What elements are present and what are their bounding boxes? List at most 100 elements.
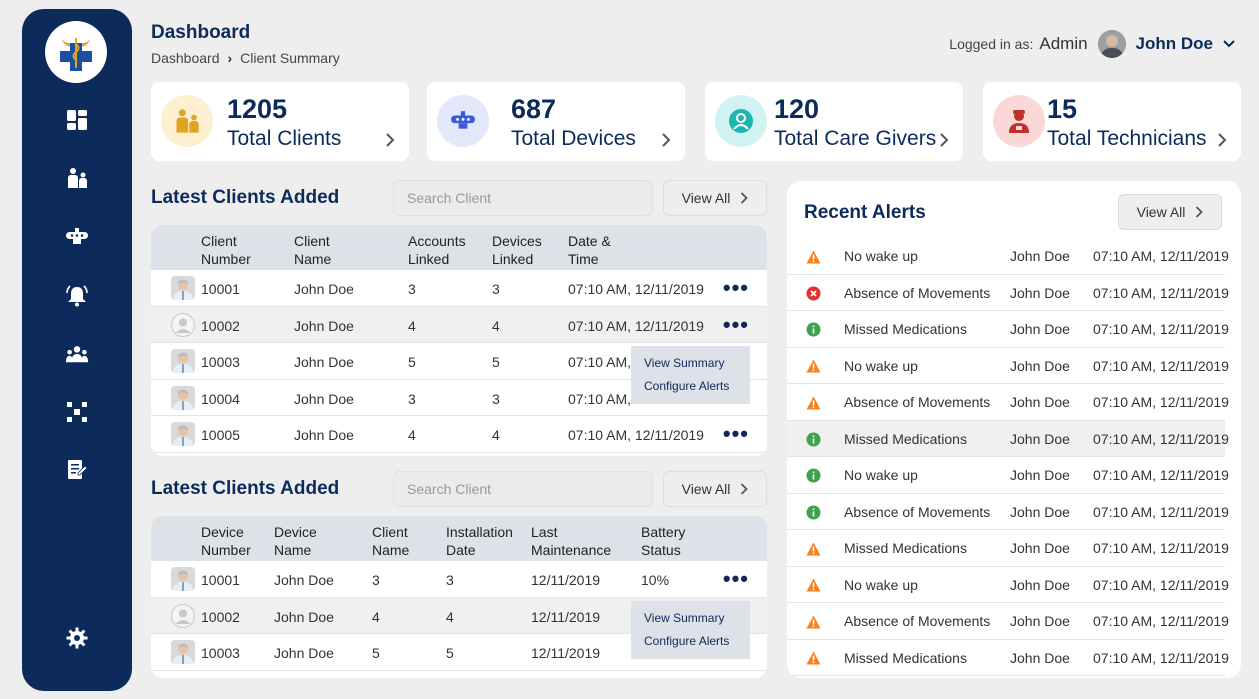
breadcrumb-current: Client Summary bbox=[240, 50, 340, 66]
more-options-icon[interactable]: ••• bbox=[722, 275, 749, 300]
alert-row[interactable]: Absence of Movements John Doe 07:10 AM, 12… bbox=[787, 494, 1229, 530]
configure-alerts-menu-item[interactable]: Configure Alerts bbox=[644, 379, 730, 393]
table-row[interactable]: 10005 John Doe 4 4 07:10 AM, 12/11/2019 ••• bbox=[151, 416, 767, 453]
chevron-right-icon[interactable] bbox=[385, 132, 395, 153]
alerts-icon[interactable] bbox=[65, 284, 89, 308]
table-cell: 4 bbox=[492, 317, 500, 334]
alert-row[interactable]: Absence of Movements John Doe 07:10 AM, 12… bbox=[787, 275, 1229, 311]
alert-time: 07:10 AM, 12/11/2019 bbox=[1093, 576, 1229, 593]
alert-user: John Doe bbox=[1010, 248, 1070, 264]
more-options-icon[interactable]: ••• bbox=[722, 311, 749, 337]
column-header[interactable]: Device Number bbox=[201, 524, 251, 558]
alert-name: No wake up bbox=[844, 248, 918, 264]
alert-row[interactable]: No wake up John Doe 07:10 AM, 12/11/2019 bbox=[787, 348, 1229, 384]
user-menu[interactable]: Logged in as: Admin John Doe bbox=[949, 30, 1235, 58]
info-icon bbox=[806, 322, 821, 337]
alert-row[interactable]: Missed Medications John Doe 07:10 AM, 12/1… bbox=[787, 640, 1229, 676]
alert-row[interactable]: Missed Medications John Doe 07:10 AM, 12/1… bbox=[787, 530, 1229, 567]
user-avatar[interactable] bbox=[1097, 30, 1126, 58]
warning-icon bbox=[806, 651, 821, 666]
more-options-icon[interactable]: ••• bbox=[722, 421, 749, 446]
table-row[interactable]: 10001 John Doe 3 3 07:10 AM, 12/11/2019 ••• bbox=[151, 270, 767, 307]
clients-view-all-button[interactable]: View All bbox=[663, 180, 767, 216]
view-summary-menu-item[interactable]: View Summary bbox=[644, 356, 725, 370]
table-cell: 10% bbox=[641, 572, 670, 588]
table-cell: John Doe bbox=[274, 608, 334, 625]
breadcrumb-dashboard[interactable]: Dashboard bbox=[151, 50, 220, 66]
app-logo[interactable] bbox=[45, 21, 107, 83]
stat-card-care-givers[interactable]: 120 Total Care Givers bbox=[705, 82, 963, 161]
alert-user: John Doe bbox=[1010, 540, 1070, 556]
user-name[interactable]: John Doe bbox=[1135, 34, 1213, 53]
alert-row[interactable]: No wake up John Doe 07:10 AM, 12/11/2019 bbox=[787, 457, 1229, 494]
devices-icon[interactable] bbox=[65, 225, 89, 249]
device-search-input[interactable] bbox=[393, 471, 653, 507]
table-cell: 4 bbox=[408, 317, 416, 334]
chevron-right-icon bbox=[741, 483, 749, 495]
client-search-input[interactable] bbox=[393, 180, 653, 216]
care-givers-icon[interactable] bbox=[65, 342, 89, 366]
stat-card-devices[interactable]: 687 Total Devices bbox=[427, 82, 685, 161]
more-options-icon[interactable]: ••• bbox=[722, 566, 749, 591]
chevron-right-icon[interactable] bbox=[1217, 132, 1227, 153]
table-cell: 07:10 AM, 12/11/2019 bbox=[568, 281, 704, 297]
table-cell: John Doe bbox=[294, 390, 354, 407]
warning-icon bbox=[806, 249, 821, 264]
alert-user: John Doe bbox=[1010, 576, 1070, 593]
alert-row[interactable]: No wake up John Doe 07:10 AM, 12/11/2019 bbox=[787, 567, 1229, 603]
alert-name: Absence of Movements bbox=[844, 394, 991, 410]
table-row[interactable]: 10001 John Doe 3 3 12/11/2019 10% ••• bbox=[151, 561, 767, 598]
client-avatar bbox=[171, 567, 195, 591]
table-cell: 10002 bbox=[201, 608, 240, 625]
chevron-down-icon[interactable] bbox=[1223, 37, 1235, 51]
alerts-view-all-button[interactable]: View All bbox=[1118, 194, 1222, 230]
devices-stat-icon bbox=[437, 95, 489, 147]
column-header[interactable]: Device Name bbox=[274, 524, 317, 558]
alert-row[interactable]: Absence of Movements John Doe 07:10 AM, 12… bbox=[787, 384, 1229, 421]
clients-icon[interactable] bbox=[65, 166, 89, 190]
table-cell: 3 bbox=[408, 390, 416, 407]
alert-row[interactable]: Missed Medications John Doe 07:10 AM, 12/1… bbox=[787, 420, 1229, 457]
table-cell: 10001 bbox=[201, 572, 240, 588]
column-header[interactable]: Last Maintenance bbox=[531, 524, 612, 558]
alert-time: 07:10 AM, 12/11/2019 bbox=[1093, 649, 1229, 666]
devices-section-title: Latest Clients Added bbox=[151, 478, 340, 499]
stat-card-technicians[interactable]: 15 Total Technicians bbox=[983, 82, 1241, 161]
technicians-icon[interactable] bbox=[65, 400, 89, 424]
row-context-menu: View Summary Configure Alerts bbox=[631, 601, 750, 659]
stat-card-clients[interactable]: 1205 Total Clients bbox=[151, 82, 409, 161]
alert-row[interactable]: Absence of Movements John Doe 07:10 AM, 12… bbox=[787, 603, 1229, 640]
view-all-label: View All bbox=[681, 481, 731, 497]
dashboard-icon[interactable] bbox=[65, 108, 89, 132]
configure-alerts-menu-item[interactable]: Configure Alerts bbox=[644, 634, 730, 648]
view-summary-menu-item[interactable]: View Summary bbox=[644, 611, 725, 625]
table-cell: 10005 bbox=[201, 427, 240, 443]
table-row[interactable]: 10002 John Doe 4 4 07:10 AM, 12/11/2019 ••• bbox=[151, 306, 767, 343]
column-header[interactable]: Date & Time bbox=[568, 233, 611, 267]
table-cell: John Doe bbox=[274, 572, 334, 588]
alert-row[interactable]: No wake up John Doe 07:10 AM, 12/11/2019 bbox=[787, 238, 1229, 275]
table-cell: 4 bbox=[372, 608, 380, 625]
column-header[interactable]: Client Name bbox=[372, 524, 410, 558]
stat-label-clients: Total Clients bbox=[227, 127, 342, 150]
settings-icon[interactable] bbox=[65, 626, 89, 650]
warning-icon bbox=[806, 578, 821, 593]
chevron-right-icon[interactable] bbox=[939, 132, 949, 153]
alert-user: John Doe bbox=[1010, 467, 1070, 483]
info-icon bbox=[806, 432, 821, 447]
table-cell: 5 bbox=[492, 354, 500, 370]
devices-view-all-button[interactable]: View All bbox=[663, 471, 767, 507]
alert-row[interactable]: Missed Medications John Doe 07:10 AM, 12/1… bbox=[787, 311, 1229, 348]
column-header[interactable]: Accounts Linked bbox=[408, 233, 466, 267]
column-header[interactable]: Client Number bbox=[201, 233, 251, 267]
table-cell: 3 bbox=[446, 572, 454, 588]
column-header[interactable]: Client Name bbox=[294, 233, 332, 267]
client-avatar bbox=[171, 276, 195, 300]
column-header[interactable]: Devices Linked bbox=[492, 233, 542, 267]
warning-icon bbox=[806, 395, 821, 410]
column-header[interactable]: Installation Date bbox=[446, 524, 513, 558]
reports-icon[interactable] bbox=[65, 458, 89, 482]
column-header[interactable]: Battery Status bbox=[641, 524, 686, 558]
chevron-right-icon[interactable] bbox=[661, 132, 671, 153]
user-role: Admin bbox=[1039, 34, 1088, 53]
